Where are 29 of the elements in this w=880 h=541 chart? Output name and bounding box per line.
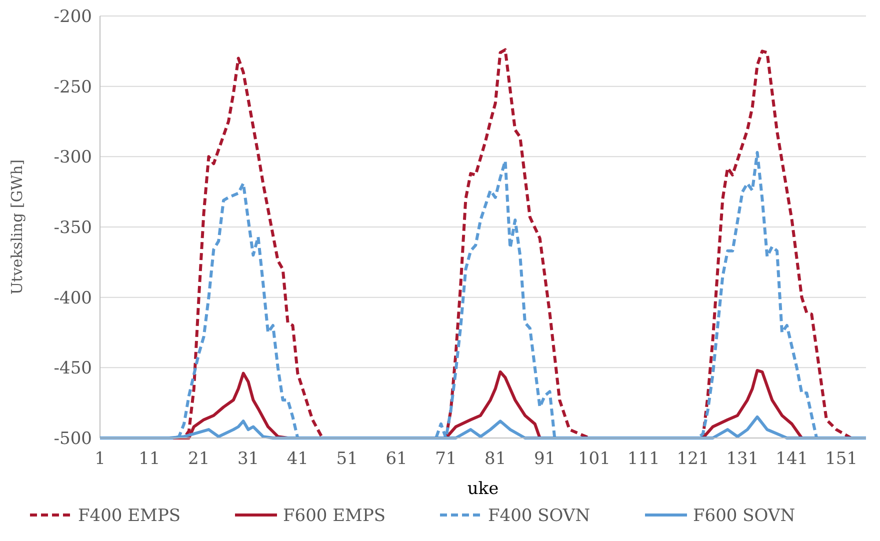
x-tick-label: 131 — [726, 449, 759, 469]
y-tick-label: -450 — [54, 358, 92, 379]
legend-label: F400 EMPS — [78, 506, 181, 526]
y-tick-label: -350 — [54, 218, 92, 238]
y-tick-label: -200 — [54, 6, 92, 27]
x-tick-label: 141 — [776, 449, 808, 469]
x-tick-label: 81 — [484, 449, 506, 469]
x-tick-label: 61 — [386, 449, 408, 469]
legend-label: F600 SOVN — [693, 506, 796, 526]
y-tick-label: -250 — [54, 77, 92, 98]
x-tick-label: 41 — [286, 449, 308, 469]
x-tick-label: 21 — [188, 449, 210, 469]
x-tick-label: 31 — [237, 449, 260, 469]
y-tick-label: -500 — [54, 428, 92, 449]
x-tick-label: 1 — [94, 449, 106, 469]
x-tick-label: 111 — [627, 449, 660, 469]
legend-label: F400 SOVN — [488, 506, 590, 526]
x-tick-label: 91 — [534, 449, 556, 469]
x-tick-label: 11 — [138, 449, 160, 469]
legend-label: F600 EMPS — [283, 506, 386, 526]
x-tick-label: 71 — [435, 449, 457, 469]
x-tick-label: 51 — [336, 449, 358, 469]
x-tick-label: 151 — [825, 449, 858, 469]
y-tick-label: -400 — [54, 288, 92, 308]
x-tick-label: 121 — [676, 449, 710, 469]
y-axis-title: Utveksling [GWh] — [8, 159, 26, 295]
y-tick-label: -300 — [54, 148, 92, 168]
x-tick-label: 101 — [578, 449, 610, 469]
x-axis-title: uke — [467, 479, 499, 499]
